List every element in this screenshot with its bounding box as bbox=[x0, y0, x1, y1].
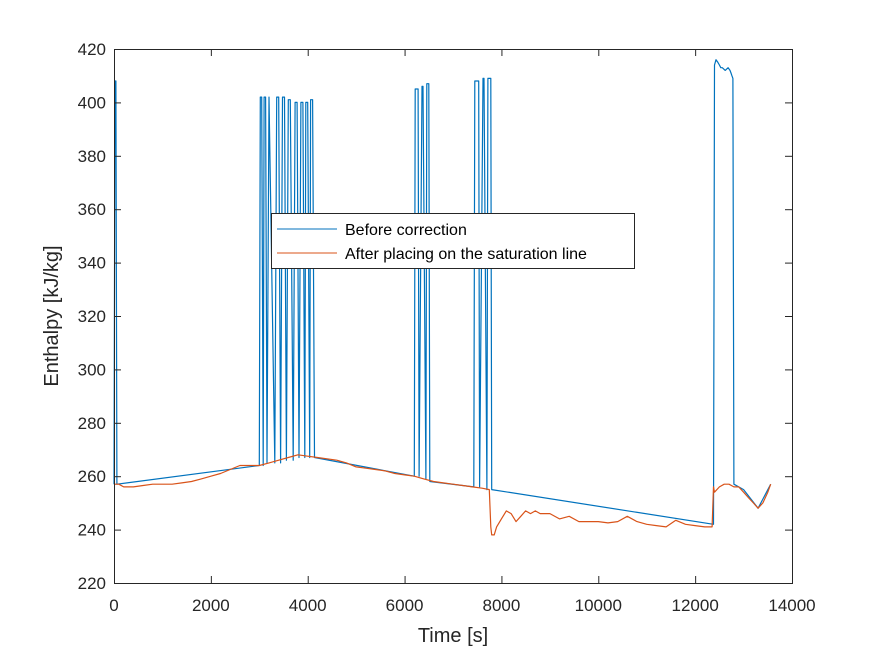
x-tick-label: 4000 bbox=[289, 596, 327, 615]
y-tick-label: 240 bbox=[78, 521, 106, 540]
x-tick-label: 10000 bbox=[575, 596, 622, 615]
plot-area bbox=[114, 49, 792, 583]
x-axis-label: Time [s] bbox=[418, 625, 488, 647]
y-axis-label: Enthalpy [kJ/kg] bbox=[41, 245, 63, 386]
legend-box bbox=[271, 213, 635, 269]
y-tick-label: 300 bbox=[78, 360, 106, 379]
series-layer bbox=[113, 59, 772, 536]
y-tick-label: 360 bbox=[78, 200, 106, 219]
legend-label-after-placing: After placing on the saturation line bbox=[345, 246, 587, 263]
y-tick-label: 340 bbox=[78, 254, 106, 273]
x-tick-label: 8000 bbox=[483, 596, 521, 615]
x-tick-label: 14000 bbox=[768, 596, 815, 615]
y-tick-label: 380 bbox=[78, 147, 106, 166]
x-tick-label: 2000 bbox=[192, 596, 230, 615]
x-tick-label: 12000 bbox=[672, 596, 719, 615]
series-line-before-correction bbox=[113, 59, 772, 525]
legend-label-before-correction: Before correction bbox=[345, 222, 467, 239]
series-line-after-placing bbox=[114, 454, 772, 536]
y-tick-label: 260 bbox=[78, 467, 106, 486]
x-tick-label: 0 bbox=[109, 596, 118, 615]
legend: Before correction After placing on the s… bbox=[271, 213, 635, 269]
x-tick-label: 6000 bbox=[386, 596, 424, 615]
y-tick-label: 280 bbox=[78, 414, 106, 433]
y-tick-label: 220 bbox=[78, 574, 106, 593]
tick-layer: 0 2000 4000 6000 8000 10000 12000 14000 220 240 26… bbox=[78, 40, 816, 615]
y-tick-label: 320 bbox=[78, 307, 106, 326]
y-tick-label: 420 bbox=[78, 40, 106, 59]
y-tick-label: 400 bbox=[78, 93, 106, 112]
